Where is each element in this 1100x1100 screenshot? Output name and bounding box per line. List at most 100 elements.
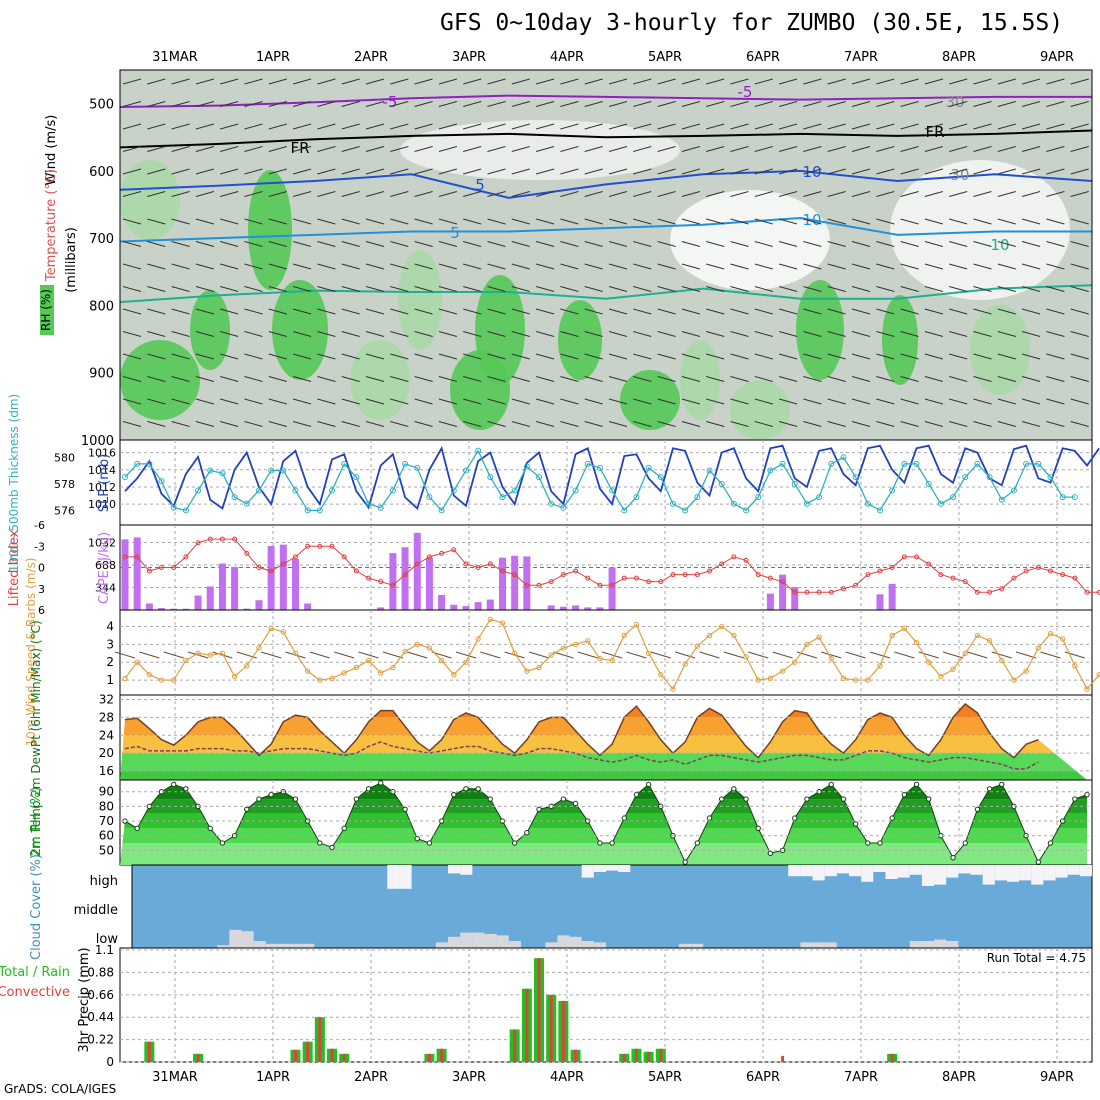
cloud-high-bar [1043, 865, 1056, 881]
lifted-point [378, 579, 384, 585]
cloud-low-bar [460, 932, 473, 948]
lifted-point [499, 568, 505, 574]
rh-point [840, 796, 847, 802]
contour-label: 5 [475, 176, 485, 194]
thickness-point [134, 460, 141, 467]
rh-point [913, 781, 920, 788]
cape-bar [243, 608, 251, 610]
wind-point [158, 677, 165, 683]
thickness-point [195, 487, 202, 494]
rh-area [730, 380, 790, 440]
lifted-point [256, 565, 262, 570]
rh-band [120, 843, 1087, 865]
rh-point [852, 821, 859, 827]
rh-point [682, 859, 688, 865]
wind-point [1096, 672, 1100, 678]
wind-barb-10m [942, 651, 964, 659]
precip-rain-bar [147, 1041, 151, 1062]
date-label-bottom: 6APR [746, 1070, 780, 1085]
lifted-tick-label: -6 [34, 519, 45, 532]
cloud-low-bar [265, 943, 278, 948]
wind-barb-10m [114, 651, 136, 659]
cloud-low-bar [557, 935, 570, 948]
lifted-point [475, 565, 481, 570]
cloud-high-bar [897, 865, 910, 878]
cloud-low-bar [691, 943, 704, 948]
isotherm-line [119, 169, 1093, 199]
cape-bar [206, 586, 214, 610]
lifted-point [134, 554, 140, 560]
lifted-point [426, 554, 432, 560]
cape-bar [291, 559, 299, 610]
thickness-point [609, 487, 616, 494]
wind-point [378, 670, 384, 676]
axis-label-precip: 3hr Precip (mm) [77, 947, 92, 1052]
slp-series [124, 444, 1100, 511]
wind-barb-10m [480, 651, 501, 659]
thickness-point [182, 507, 189, 514]
rh-point [524, 830, 530, 836]
cape-bar [511, 555, 519, 610]
wind-point [840, 675, 847, 681]
lifted-point [609, 582, 615, 588]
rh-point [621, 815, 627, 821]
wind-point [572, 641, 579, 648]
rh-area [558, 300, 602, 380]
cape-bar [218, 563, 226, 610]
precip-rain-bar [293, 1049, 297, 1062]
lifted-point [195, 540, 201, 546]
cape-tick-label: 344 [95, 582, 116, 595]
lifted-point [1023, 568, 1029, 574]
lifted-point [305, 543, 311, 549]
wind-point [451, 672, 457, 678]
thickness-point [146, 460, 153, 467]
date-label-bottom: 1APR [256, 1070, 290, 1085]
date-label-top: 31MAR [152, 50, 198, 65]
lifted-point [317, 543, 323, 549]
lifted-point [646, 579, 652, 585]
cloud-high-bar [1079, 865, 1092, 877]
thickness-point [365, 500, 372, 507]
thickness-tick-label: 578 [54, 478, 75, 491]
thickness-point [755, 494, 762, 501]
wind-point [792, 659, 798, 665]
thickness-point [694, 494, 701, 501]
cape-bar [547, 605, 555, 610]
wind-point [1072, 663, 1078, 669]
wind-point [950, 666, 956, 673]
precip-tick-label: 0.88 [87, 965, 114, 979]
rh-point [694, 840, 701, 846]
thickness-point [645, 464, 652, 471]
cape-bar [608, 567, 616, 610]
rh-point [560, 796, 567, 802]
thickness-point [852, 474, 859, 481]
precip-legend-convective: Convective [0, 985, 70, 1000]
wind-barb-10m [334, 651, 355, 659]
cloud-low-bar [593, 942, 606, 948]
thickness-point [584, 460, 591, 467]
rh-area [398, 250, 442, 350]
contour-label: 10 [802, 211, 821, 229]
wind-point [207, 652, 213, 658]
cape-bar [559, 606, 567, 610]
rh-point [718, 796, 725, 802]
slp-tick-label: 1012 [88, 481, 116, 494]
wind-point [463, 659, 469, 665]
wind-point [731, 632, 737, 639]
wind-barb-10m [260, 651, 282, 659]
rh-legend-swatch [40, 285, 54, 335]
lifted-point [268, 568, 274, 574]
thickness-tick-label: 576 [54, 504, 75, 517]
precip-legend-total: Total / Rain [0, 965, 70, 980]
wind-point [877, 663, 883, 669]
wind-point [767, 675, 774, 681]
lifted-point [171, 565, 177, 570]
wind-point [317, 677, 323, 683]
wind-point [146, 672, 153, 678]
cloud-high-bar [1031, 865, 1044, 885]
cape-bar [572, 605, 580, 610]
cloud-high-bar [970, 865, 983, 875]
wind-series [124, 618, 1100, 691]
precip-rain-bar [622, 1053, 626, 1062]
